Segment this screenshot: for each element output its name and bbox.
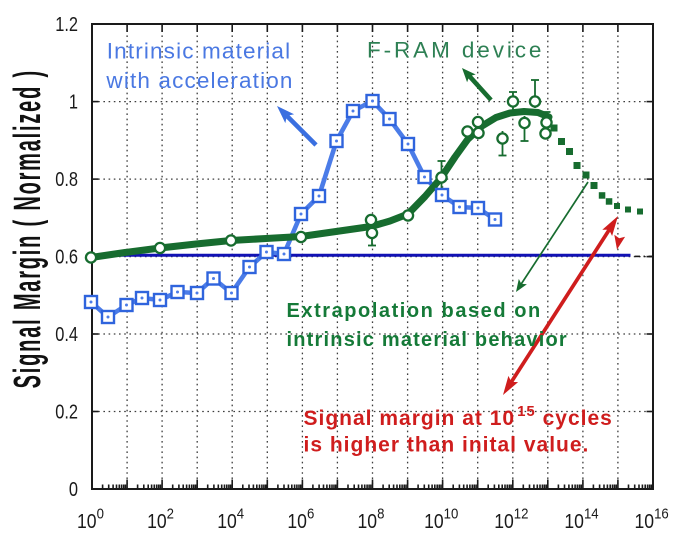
svg-text:is higher than inital value.: is higher than inital value.: [304, 434, 590, 457]
svg-text:0.8: 0.8: [55, 167, 78, 190]
svg-text:0.6: 0.6: [55, 245, 78, 268]
svg-text:Intrinsic material: Intrinsic material: [107, 39, 292, 64]
svg-text:1.2: 1.2: [55, 12, 78, 35]
svg-text:Signal Margin ( Normalized ): Signal Margin ( Normalized ): [7, 69, 48, 388]
svg-text:intrinsic material behavior: intrinsic material behavior: [287, 329, 568, 351]
svg-text:F-RAM device: F-RAM device: [367, 38, 544, 63]
svg-text:with acceleration: with acceleration: [105, 68, 293, 93]
svg-text:0.4: 0.4: [55, 322, 78, 345]
svg-text:0.2: 0.2: [55, 400, 78, 423]
svg-text:Extrapolation based on: Extrapolation based on: [287, 300, 542, 322]
svg-text:1010: 1010: [424, 505, 458, 533]
svg-text:1: 1: [69, 90, 78, 113]
svg-text:0: 0: [69, 477, 78, 500]
